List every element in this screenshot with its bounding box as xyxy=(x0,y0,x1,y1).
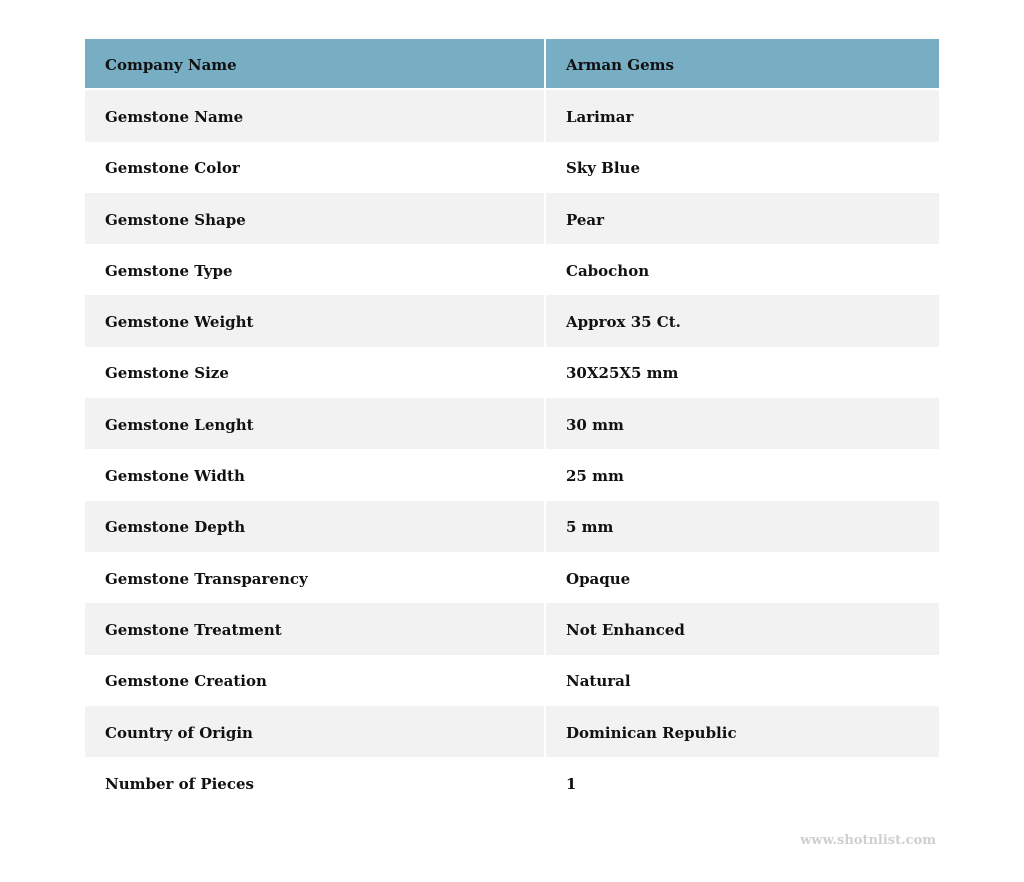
row-label: Gemstone Shape xyxy=(85,192,546,245)
table-row: Gemstone Depth 5 mm xyxy=(85,500,939,552)
row-label: Gemstone Color xyxy=(85,141,546,193)
header-value: Arman Gems xyxy=(566,55,674,74)
watermark: www.shotnlist.com xyxy=(800,833,936,848)
header-label: Company Name xyxy=(85,39,546,89)
row-value: Sky Blue xyxy=(566,159,640,178)
table-row: Gemstone Name Larimar xyxy=(85,90,939,142)
row-label: Gemstone Size xyxy=(85,346,546,399)
spec-table: Company Name Arman Gems Gemstone Name Lar… xyxy=(85,39,939,809)
table-row: Country of Origin Dominican Republic xyxy=(85,705,939,758)
table-row: Gemstone Width 25 mm xyxy=(85,449,939,501)
row-value: 30 mm xyxy=(566,415,624,434)
table-row: Gemstone Size 30X25X5 mm xyxy=(85,346,939,399)
row-label: Gemstone Transparency xyxy=(85,551,546,604)
row-value: Larimar xyxy=(566,107,634,126)
table-row: Gemstone Type Cabochon xyxy=(85,244,939,296)
table-row: Gemstone Creation Natural xyxy=(85,654,939,706)
row-label: Gemstone Treatment xyxy=(85,603,546,655)
row-value: Cabochon xyxy=(566,261,650,280)
row-value: Opaque xyxy=(566,569,631,588)
table-row: Gemstone Treatment Not Enhanced xyxy=(85,603,939,655)
row-value: Dominican Republic xyxy=(566,723,737,742)
row-label: Gemstone Name xyxy=(85,90,546,142)
row-label: Gemstone Depth xyxy=(85,500,546,552)
table-header-row: Company Name Arman Gems xyxy=(85,39,939,91)
row-value: Pear xyxy=(566,210,605,229)
table-row: Gemstone Transparency Opaque xyxy=(85,551,939,604)
row-label: Gemstone Width xyxy=(85,449,546,501)
table-row: Gemstone Color Sky Blue xyxy=(85,141,939,193)
table-row: Gemstone Weight Approx 35 Ct. xyxy=(85,295,939,347)
table-row: Gemstone Shape Pear xyxy=(85,192,939,245)
row-label: Gemstone Weight xyxy=(85,295,546,347)
row-value: 25 mm xyxy=(566,467,624,486)
row-value: Approx 35 Ct. xyxy=(566,313,681,332)
row-value: 1 xyxy=(566,774,577,793)
row-value: Not Enhanced xyxy=(566,620,685,639)
row-label: Country of Origin xyxy=(85,705,546,758)
row-value: 5 mm xyxy=(566,518,614,537)
row-label: Gemstone Creation xyxy=(85,654,546,706)
row-value: Natural xyxy=(566,672,631,691)
row-label: Gemstone Lenght xyxy=(85,398,546,450)
row-value: 30X25X5 mm xyxy=(566,364,679,383)
row-label: Gemstone Type xyxy=(85,244,546,296)
table-row: Gemstone Lenght 30 mm xyxy=(85,398,939,450)
row-label: Number of Pieces xyxy=(85,757,546,809)
table-row: Number of Pieces 1 xyxy=(85,757,939,809)
